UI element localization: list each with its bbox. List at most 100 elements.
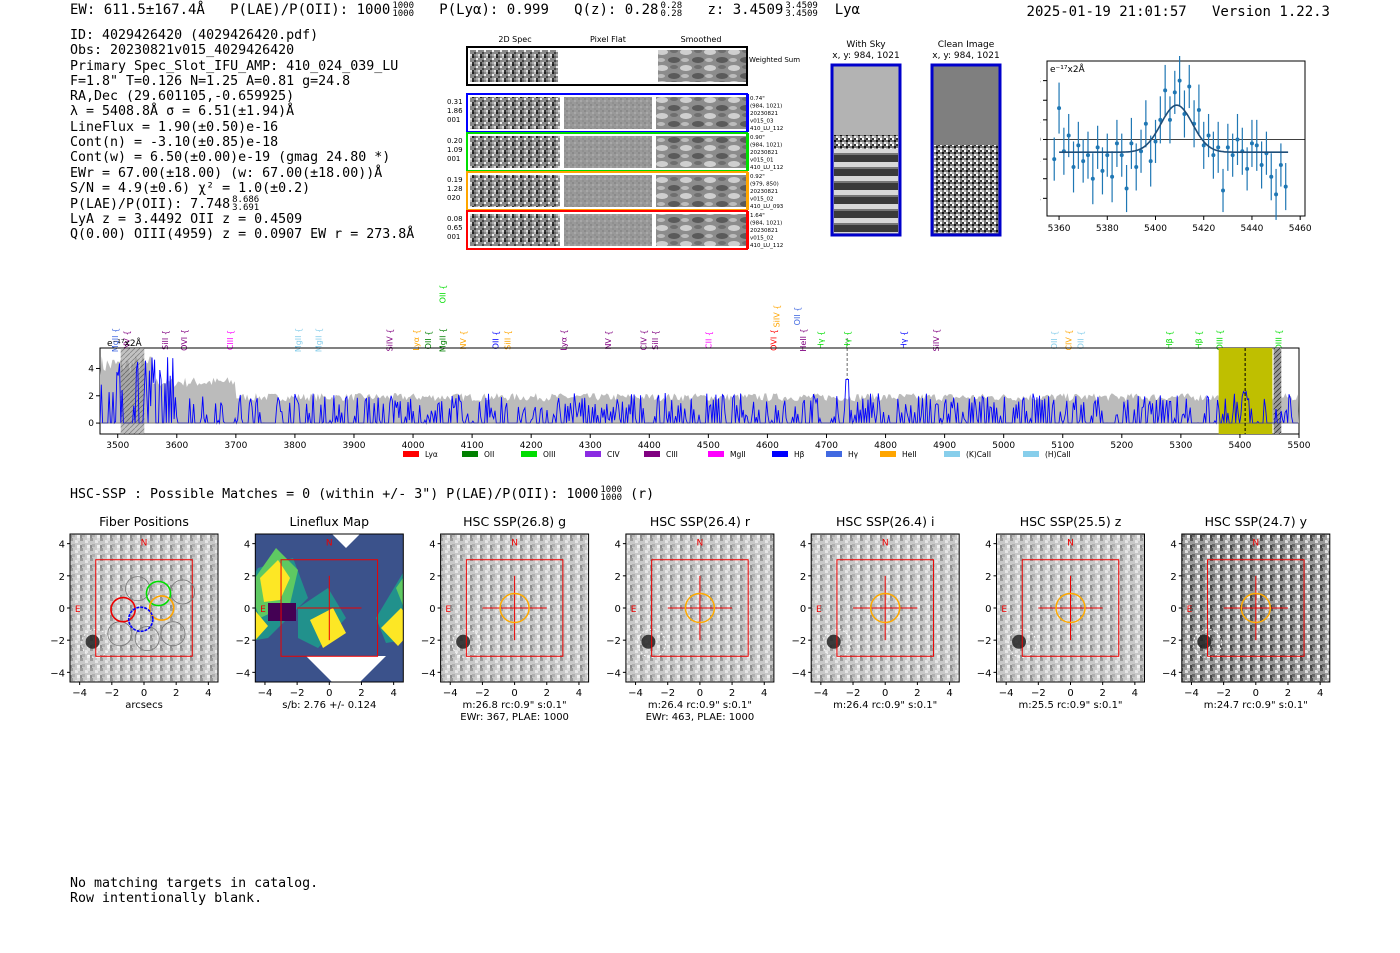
info-fit: F=1.8" T=0.126 N=1.25 A=0.81 g=24.8 — [70, 73, 351, 89]
cutout-right-label-0-4: 410_LU_112 — [750, 126, 783, 132]
zoom-point-12 — [1110, 174, 1115, 179]
hsc-ytick-label-2-0: 4 — [429, 540, 435, 551]
spectrum-xtick-label-14: 4900 — [933, 441, 956, 451]
spectrum-legend-label-0: Lyα — [425, 450, 438, 459]
z-value: z: 3.4509 — [707, 2, 784, 18]
spectrum-xtick-label-11: 4600 — [756, 441, 779, 451]
hsc-aperture-4 — [869, 592, 901, 624]
cutout-smoothed-0 — [656, 97, 746, 129]
spectrum-line-label-2: SiII { — [161, 330, 170, 350]
spectrum-line-label-9: OII { — [424, 331, 433, 350]
hsc-source-blob-6 — [1197, 634, 1212, 649]
spectrum-xtick-label-12: 4700 — [815, 441, 838, 451]
zoom-xtick-label-4: 5440 — [1241, 224, 1264, 234]
hsc-ytick-label-0-4: −4 — [50, 668, 65, 679]
zoom-point-46 — [1274, 192, 1279, 197]
hsc-ytick-label-5-2: 0 — [985, 604, 991, 615]
hsc-panel-title-1: Lineflux Map — [289, 514, 369, 529]
zoom-ytick-label-1: −2 — [1040, 175, 1041, 185]
zoom-point-15 — [1124, 186, 1129, 191]
spectrum-line-label-13: OII { — [492, 331, 501, 350]
cutout-2dspec-1 — [470, 136, 560, 168]
cutout-2dspec-2 — [470, 175, 560, 207]
zoom-point-17 — [1134, 164, 1139, 169]
spectrum-line-label-23: HeII { — [799, 328, 808, 351]
hsc-search-box-2 — [465, 559, 564, 657]
fiber-circle-gray-1 — [134, 626, 160, 652]
info-radec: RA,Dec (29.601105,-0.659925) — [70, 89, 295, 105]
spectrum-line — [100, 357, 1299, 425]
spectrum-xtick-label-1: 3600 — [165, 441, 188, 451]
zoom-ytick-label-5: 2 — [1040, 96, 1041, 106]
zoom-point-9 — [1095, 145, 1100, 150]
spectrum-line-label-3: OVI { — [180, 329, 189, 351]
spectrum-xtick-label-15: 5000 — [992, 441, 1015, 451]
spectrum-ytick-label-0: 0 — [88, 419, 94, 429]
info-plae: P(LAE)/P(OII): 7.748 8.686 3.691 — [70, 195, 260, 214]
hsc-ytick-label-1-0: 4 — [244, 540, 250, 551]
zoom-point-3 — [1066, 133, 1071, 138]
footer-line-1: No matching targets in catalog. — [70, 876, 319, 891]
weighted-label: Weighted Sum — [749, 56, 800, 64]
zoom-point-43 — [1259, 162, 1264, 167]
hsc-north-label-2: N — [511, 538, 518, 548]
hsc-xtick-label-5-3: 2 — [1099, 688, 1105, 699]
spectrum-line-label-0: MgII { — [111, 328, 120, 352]
cutout-right-label-0-3: v015_03 — [750, 119, 774, 125]
hsc-xtick-label-1-4: 4 — [390, 688, 396, 699]
hsc-ytick-label-5-0: 4 — [985, 540, 991, 551]
spectrum-xtick-label-8: 4300 — [579, 441, 602, 451]
hsc-aperture-2 — [499, 592, 530, 624]
cutout-color-bar-0 — [747, 94, 749, 132]
hsc-ytick-label-2-1: 2 — [429, 572, 435, 583]
hsc-xtick-label-5-0: −4 — [999, 688, 1014, 699]
spectrum-xtick-label-18: 5300 — [1169, 441, 1192, 451]
hsc-north-label-6: N — [1252, 538, 1259, 548]
spectrum-line-label-31: Hβ { — [1165, 331, 1174, 350]
zoom-point-4 — [1071, 164, 1076, 169]
hsc-search-box-0 — [95, 559, 193, 657]
hsc-ytick-label-5-1: 2 — [985, 572, 991, 583]
hsc-caption2-2: EWr: 367, PLAE: 1000 — [460, 712, 569, 723]
info-sn: S/N = 4.9(±0.6) χ² = 1.0(±0.2) — [70, 180, 311, 196]
zoom-point-19 — [1143, 121, 1148, 126]
hsc-ytick-label-1-2: 0 — [244, 604, 250, 615]
spectrum-xtick-label-16: 5100 — [1051, 441, 1074, 451]
hsc-xtick-label-0-2: 0 — [141, 688, 147, 699]
cutout-left-label-1-0: 0.20 — [447, 137, 463, 145]
spectrum-line-label-21: OII { — [793, 307, 802, 326]
spectrum-line-label-14: SiII { — [504, 330, 513, 350]
spectrum-line-label-15: Lyα { — [560, 329, 569, 350]
hsc-ytick-label-6-0: 4 — [1170, 540, 1176, 551]
cutout-pixelflat-1 — [564, 136, 652, 168]
cutout-right-label-3-4: 410_LU_112 — [750, 243, 783, 249]
spectrum-line-label-19: CII { — [704, 331, 713, 349]
cutout-right-label-0-0: 0.74" — [750, 96, 765, 102]
hsc-caption1-2: m:26.8 rc:0.9" s:0.1" — [463, 700, 567, 711]
zoom-point-40 — [1245, 166, 1250, 171]
cutout-pixelflat-2 — [564, 175, 652, 207]
hsc-ytick-label-1-1: 2 — [244, 572, 250, 583]
hsc-panel-title-2: HSC SSP(26.8) g — [463, 514, 566, 529]
zoom-point-38 — [1235, 137, 1240, 142]
zoom-point-41 — [1249, 141, 1254, 146]
spectrum-line-label-25: Hγ { — [843, 331, 852, 349]
spectrum-xtick-label-5: 4000 — [402, 441, 425, 451]
zoom-point-30 — [1196, 108, 1201, 113]
fiber-circle-color-0 — [145, 580, 172, 607]
weighted-2dspec — [470, 50, 558, 82]
info-id: ID: 4029426420 (4029426420.pdf) — [70, 28, 319, 43]
sky-panels: With Sky x, y: 984, 1021 Clean Image x, … — [830, 40, 1002, 237]
hsc-caption2-3: EWr: 463, PLAE: 1000 — [646, 712, 755, 723]
hsc-ytick-label-1-4: −4 — [236, 668, 251, 679]
info-lambda: λ = 5408.8Å σ = 6.51(±1.94)Å — [70, 104, 295, 120]
hsc-ytick-label-3-4: −4 — [606, 668, 621, 679]
zoom-point-28 — [1187, 84, 1192, 89]
hsc-xtick-label-1-2: 0 — [326, 688, 332, 699]
spectrum-ytick-label-1: 2 — [88, 392, 94, 402]
zoom-ytick-label-3: 0 — [1040, 135, 1041, 145]
hsc-xtick-label-6-1: −2 — [1216, 688, 1231, 699]
zoom-xtick-label-5: 5460 — [1289, 224, 1312, 234]
hsc-xtick-label-4-2: 0 — [882, 688, 888, 699]
hsc-xtick-label-4-3: 2 — [914, 688, 920, 699]
